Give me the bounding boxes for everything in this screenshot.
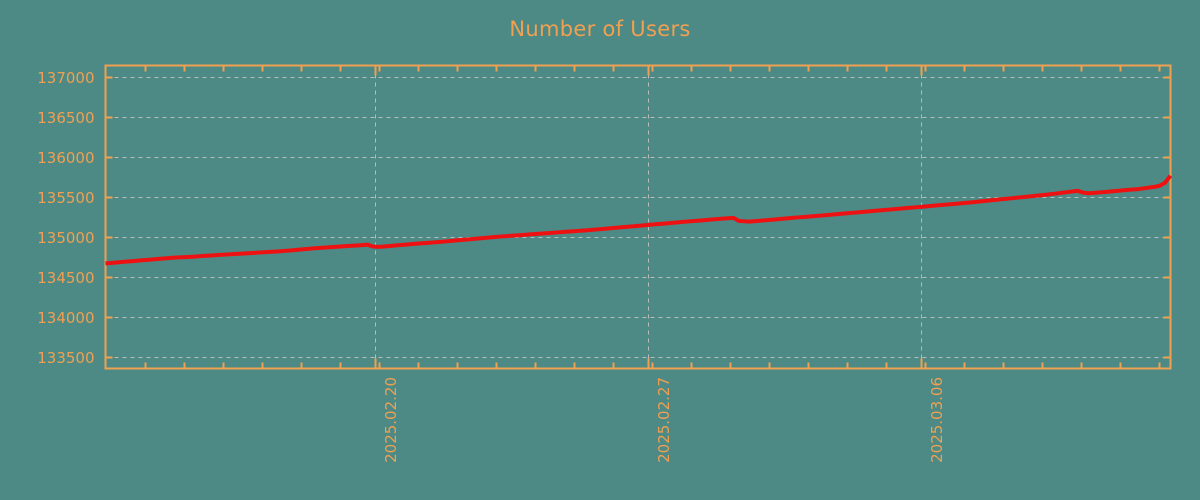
y-axis-tick-label: 136500: [37, 108, 95, 127]
y-axis-tick-label: 134500: [37, 268, 95, 287]
y-axis-tick-label: 135500: [37, 188, 95, 207]
plot-frame: [104, 64, 1172, 370]
data-series-line: [105, 174, 1173, 266]
horizontal-gridlines: [106, 77, 1170, 358]
y-axis-tick-label: 136000: [37, 148, 95, 167]
x-axis-ticks: [144, 65, 1161, 369]
y-axis-tick-label: 135000: [37, 228, 95, 247]
chart-title: Number of Users: [509, 17, 691, 41]
y-axis-tick-label: 137000: [37, 68, 95, 87]
y-axis-tick-label: 133500: [37, 348, 95, 367]
vertical-gridlines: [375, 66, 922, 368]
y-axis-ticks: [105, 76, 1171, 359]
y-axis-tick-label: 134000: [37, 308, 95, 327]
